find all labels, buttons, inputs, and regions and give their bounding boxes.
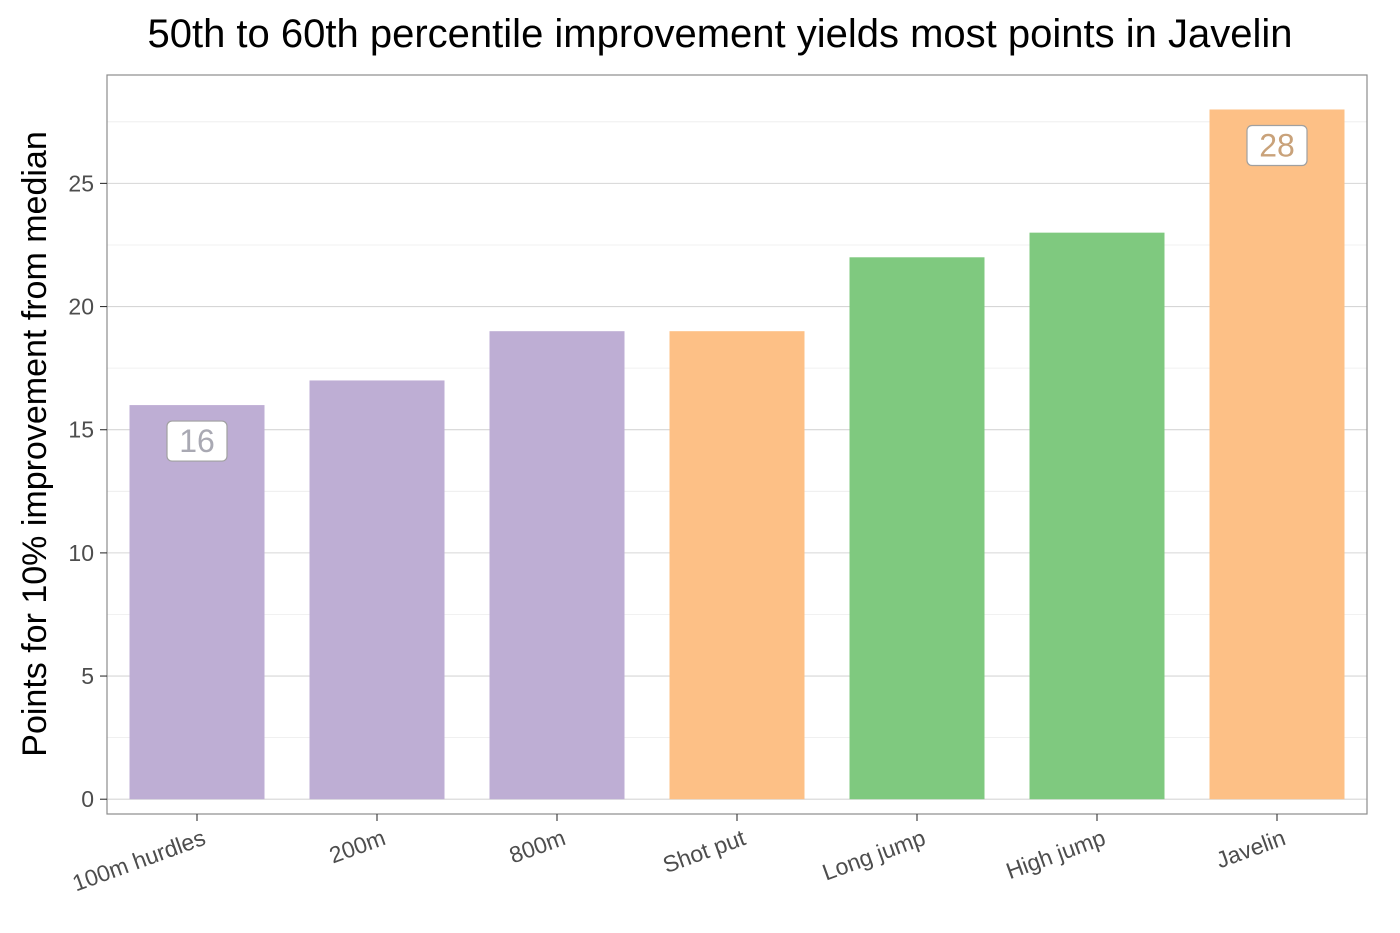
data-label: 28 bbox=[1259, 127, 1295, 163]
x-tick-label: Shot put bbox=[659, 824, 749, 878]
y-axis-ticks: 0 5 10 15 20 25 bbox=[68, 170, 107, 812]
x-tick-label: 100m hurdles bbox=[69, 824, 209, 896]
y-axis-label: Points for 10% improvement from median bbox=[16, 131, 54, 756]
x-tick-label: 200m bbox=[326, 824, 389, 868]
bars bbox=[129, 109, 1345, 800]
x-tick-label: 800m bbox=[506, 824, 569, 868]
bar bbox=[1209, 109, 1345, 800]
x-tick-label: High jump bbox=[1003, 824, 1109, 884]
y-tick-label: 0 bbox=[81, 786, 94, 812]
bar bbox=[669, 331, 805, 800]
data-label-box bbox=[1246, 124, 1308, 167]
y-tick-label: 20 bbox=[68, 294, 94, 320]
x-tick-label: Long jump bbox=[819, 824, 929, 885]
data-label: 16 bbox=[179, 423, 215, 459]
y-tick-label: 5 bbox=[81, 663, 94, 689]
y-tick-label: 10 bbox=[68, 540, 94, 566]
bar bbox=[849, 257, 985, 800]
bar bbox=[489, 331, 625, 800]
y-tick-label: 15 bbox=[68, 417, 94, 443]
bar bbox=[129, 405, 265, 800]
bar bbox=[1029, 232, 1165, 800]
bar bbox=[309, 380, 445, 800]
chart-title: 50th to 60th percentile improvement yiel… bbox=[147, 12, 1292, 56]
x-tick-label: Javelin bbox=[1213, 824, 1289, 873]
x-axis-ticks: 100m hurdles 200m 800m Shot put Long jump Hig… bbox=[69, 814, 1289, 896]
data-label-box bbox=[166, 420, 228, 462]
y-tick-label: 25 bbox=[68, 170, 94, 196]
